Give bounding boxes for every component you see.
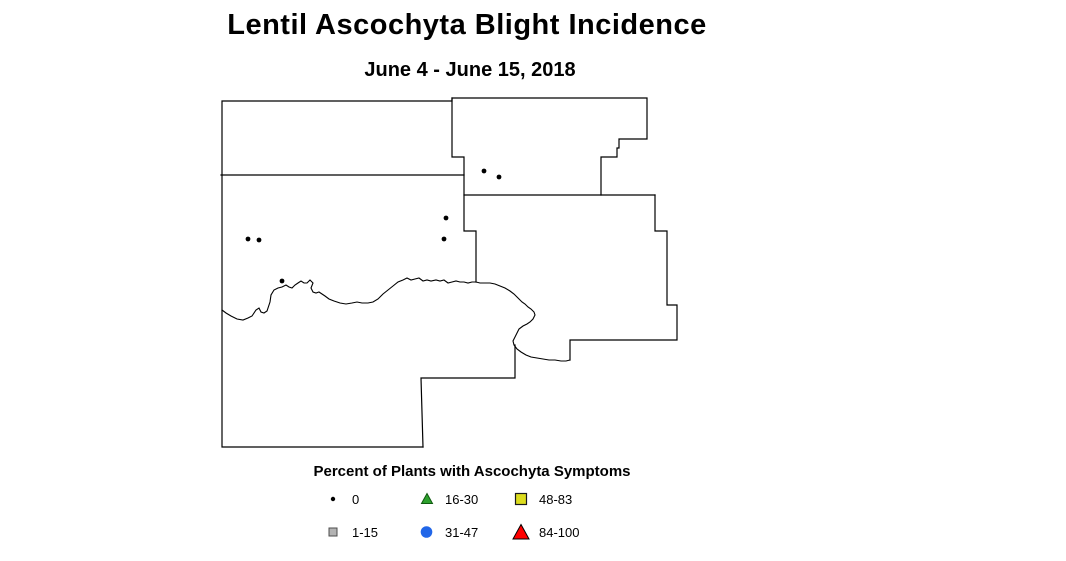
- gray-square-icon: [328, 527, 338, 537]
- legend-item-label: 1-15: [352, 524, 379, 540]
- legend-item-label: 0: [352, 491, 360, 507]
- legend-title: Percent of Plants with Ascochyta Symptom…: [313, 463, 631, 480]
- legend-item-label: 31-47: [445, 524, 479, 540]
- green-triangle-icon: [420, 492, 434, 504]
- black-dot-icon: [330, 496, 336, 502]
- county-boundary-vertical-divider: [451, 97, 477, 283]
- river-line: [221, 277, 571, 362]
- legend-item-16-30: 16-30: [417, 490, 478, 508]
- page-title: Lentil Ascochyta Blight Incidence: [227, 9, 707, 41]
- map-point: [245, 236, 251, 242]
- map-point: [496, 174, 502, 180]
- legend-item-48-83: 48-83: [511, 490, 572, 508]
- legend-item-31-47: 31-47: [417, 523, 478, 541]
- red-triangle-icon: [512, 523, 530, 540]
- legend-item-label: 16-30: [445, 491, 479, 507]
- legend-item-label: 48-83: [539, 491, 573, 507]
- legend-item-0: 0: [324, 490, 359, 508]
- county-boundary-south-step: [420, 344, 516, 448]
- county-boundary-outer-west-north: [221, 97, 648, 448]
- page-subtitle: June 4 - June 15, 2018: [364, 59, 576, 81]
- yellow-square-icon: [514, 492, 528, 506]
- map-point: [279, 278, 285, 284]
- map-point: [441, 236, 447, 242]
- map-points: [245, 168, 502, 284]
- blue-circle-icon: [420, 526, 433, 538]
- map-point: [256, 237, 262, 243]
- legend-item-84-100: 84-100: [511, 523, 579, 541]
- legend-item-label: 84-100: [539, 524, 580, 540]
- map-point: [443, 215, 449, 221]
- legend-item-1-15: 1-15: [324, 523, 378, 541]
- map-point: [481, 168, 487, 174]
- county-boundary-outer-east: [569, 194, 678, 361]
